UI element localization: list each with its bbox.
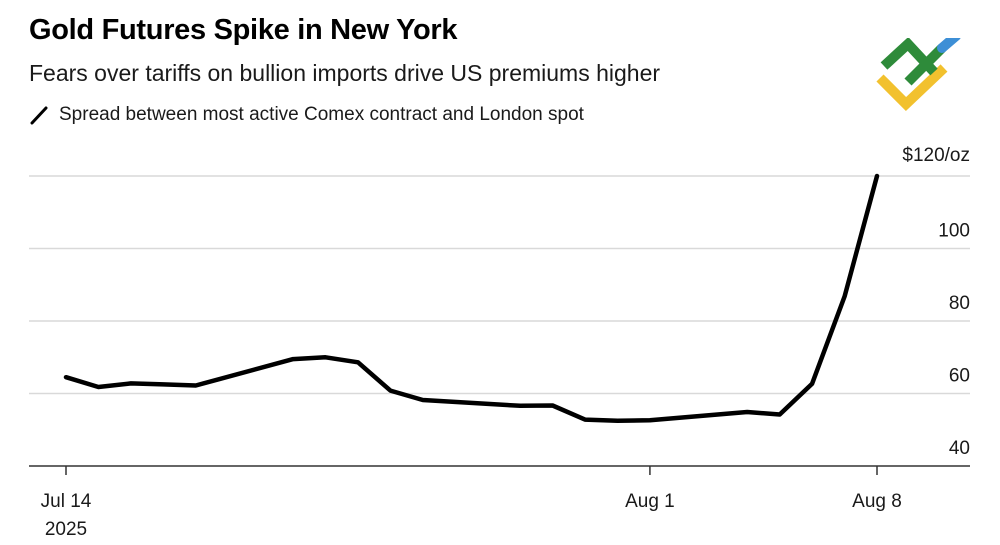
- x-tick-label: Aug 1: [625, 491, 675, 512]
- y-tick-label: 60: [949, 366, 970, 387]
- chart-title: Gold Futures Spike in New York: [29, 14, 458, 46]
- series-line: [63, 173, 880, 423]
- chart-subtitle: Fears over tariffs on bullion imports dr…: [29, 60, 661, 86]
- legend: Spread between most active Comex contrac…: [29, 104, 584, 126]
- x-tick-label: Jul 14: [41, 491, 92, 512]
- y-tick-label: 40: [949, 438, 970, 459]
- x-tick-sublabel: 2025: [45, 519, 87, 540]
- legend-line-icon: [30, 106, 48, 125]
- x-tick-label: Aug 8: [852, 491, 902, 512]
- y-tick-label: 80: [949, 293, 970, 314]
- legend-label: Spread between most active Comex contrac…: [59, 104, 584, 125]
- y-tick-label: $120/oz: [902, 145, 970, 166]
- y-tick-label: 100: [938, 221, 970, 242]
- brand-logo-icon: [876, 38, 961, 111]
